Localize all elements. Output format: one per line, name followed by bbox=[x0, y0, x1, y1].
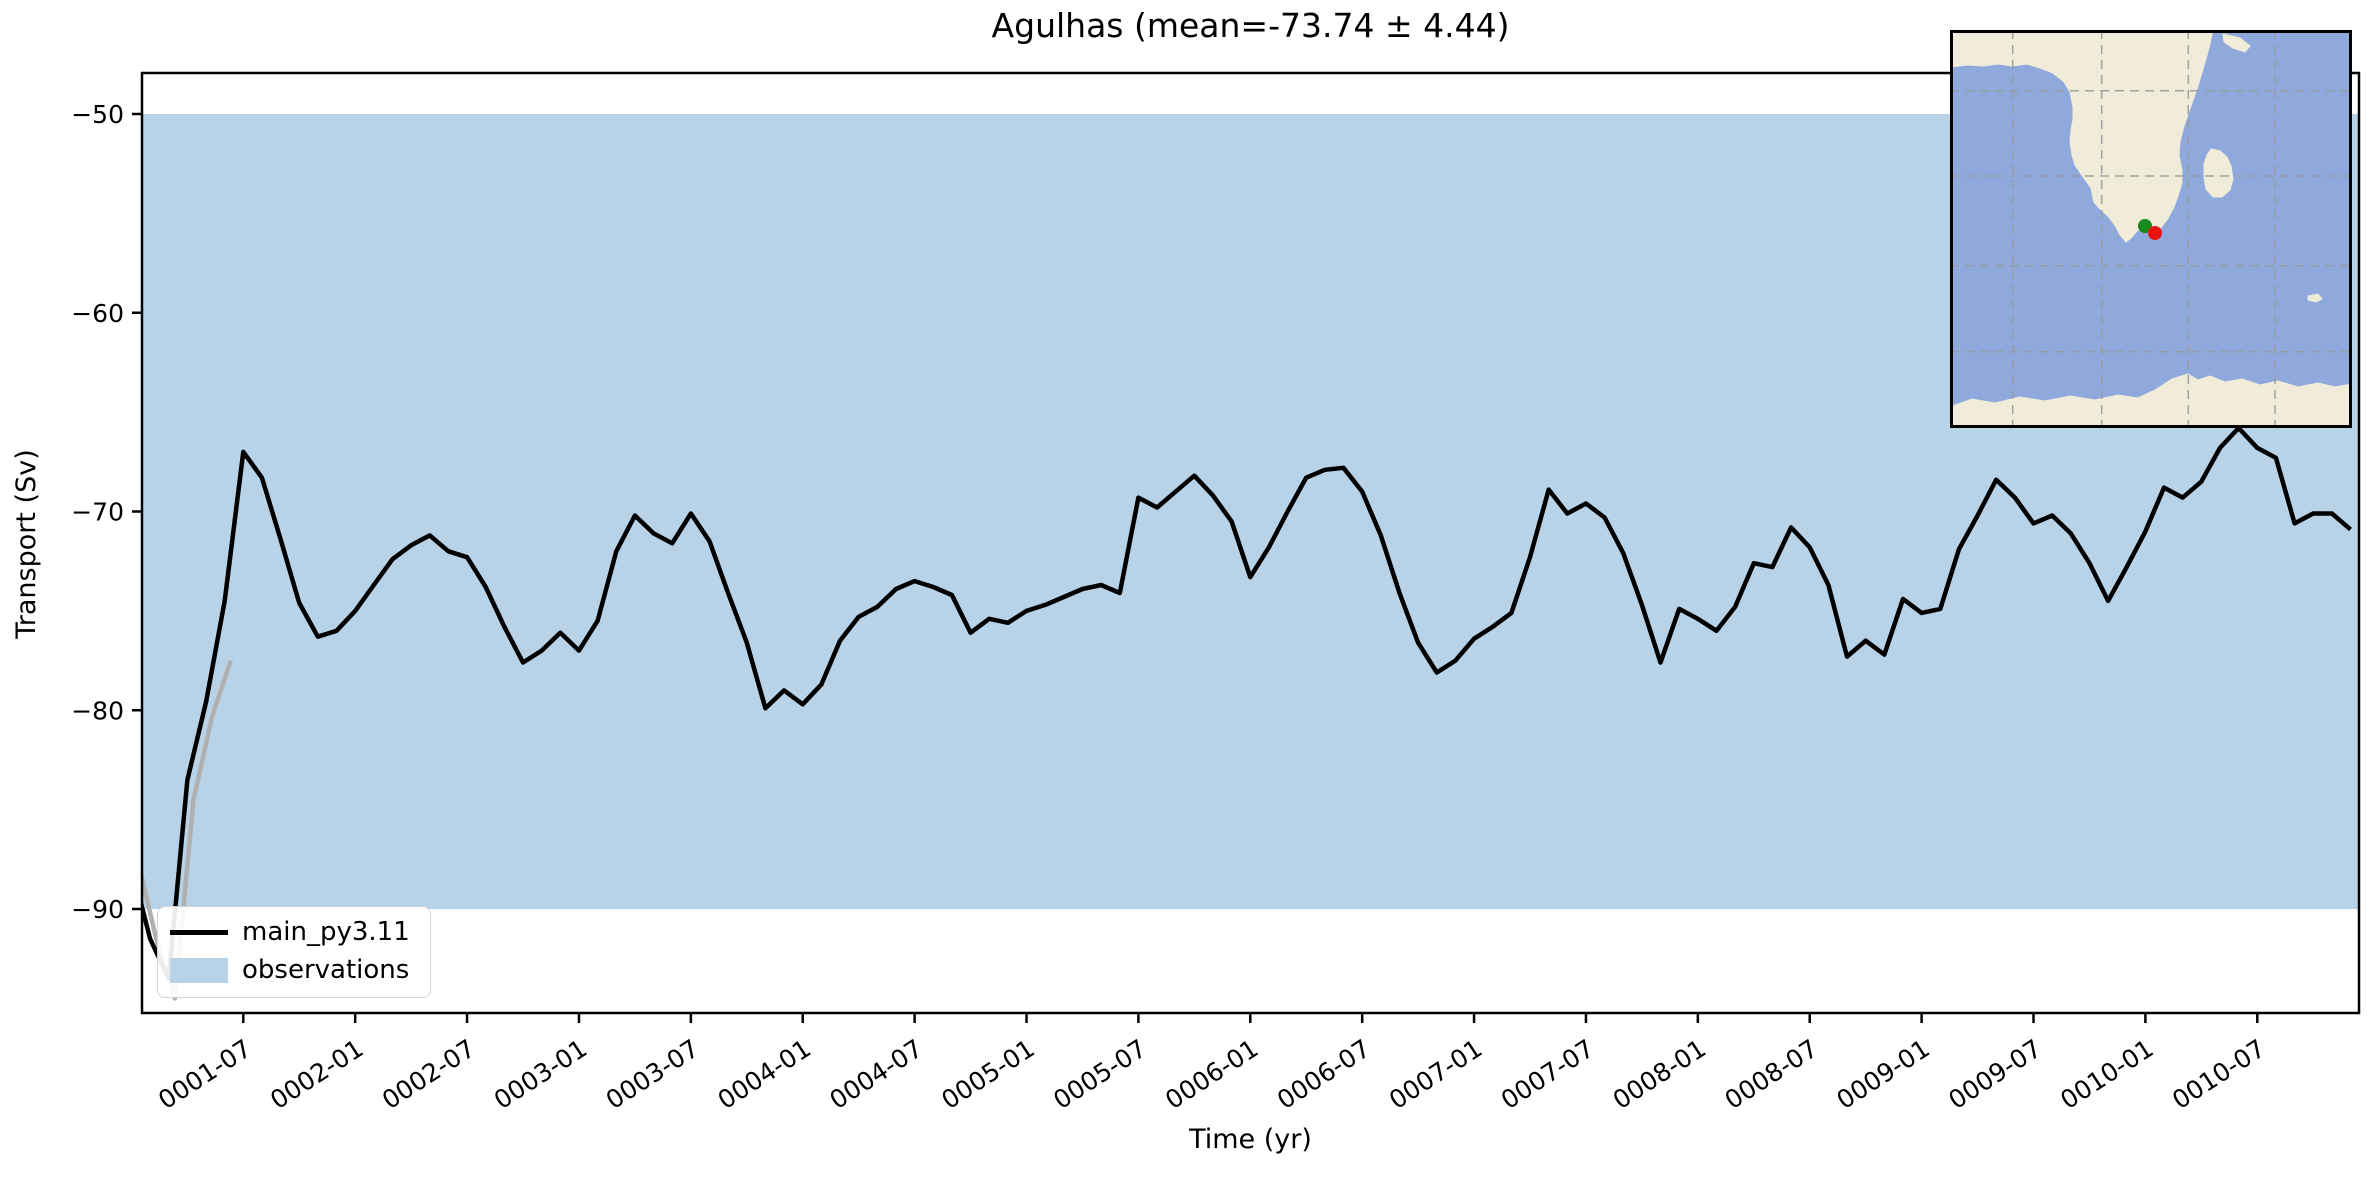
x-tick-label: 0006-07 bbox=[1272, 1034, 1375, 1115]
legend-line-label: main_py3.11 bbox=[242, 917, 410, 947]
x-tick-label: 0005-07 bbox=[1048, 1034, 1151, 1115]
map-graticule bbox=[1950, 30, 2352, 428]
map-africa-landmass bbox=[1950, 30, 2214, 243]
model-section-marker bbox=[2138, 219, 2152, 233]
map-small-island bbox=[2307, 293, 2323, 303]
legend-band-label: observations bbox=[242, 955, 410, 985]
legend-line-swatch bbox=[170, 929, 228, 935]
map-markers bbox=[2138, 219, 2162, 240]
y-tick-label: −60 bbox=[71, 299, 124, 328]
x-tick-label: 0002-07 bbox=[377, 1034, 480, 1115]
x-tick-label: 0002-01 bbox=[265, 1034, 368, 1115]
x-tick-label: 0001-07 bbox=[153, 1034, 256, 1115]
x-tick-label: 0007-07 bbox=[1496, 1034, 1599, 1115]
x-tick-label: 0005-01 bbox=[936, 1034, 1039, 1115]
legend-item-observations: observations bbox=[170, 955, 410, 985]
obs-section-marker bbox=[2148, 226, 2162, 240]
legend-band-swatch bbox=[170, 957, 228, 983]
chart-title: Agulhas (mean=-73.74 ± 4.44) bbox=[991, 6, 1510, 45]
main-series-line bbox=[142, 425, 2352, 981]
map-coastal-blob bbox=[2222, 33, 2251, 53]
x-tick-label: 0004-07 bbox=[824, 1034, 927, 1115]
y-tick-label: −90 bbox=[71, 895, 124, 924]
x-tick-label: 0004-01 bbox=[713, 1034, 816, 1115]
legend: main_py3.11 observations bbox=[157, 906, 431, 998]
x-tick-label: 0003-01 bbox=[489, 1034, 592, 1115]
x-tick-label: 0006-01 bbox=[1160, 1034, 1263, 1115]
map-madagascar bbox=[2203, 148, 2234, 198]
x-tick-label: 0008-01 bbox=[1608, 1034, 1711, 1115]
ghost-line bbox=[142, 659, 233, 1001]
map-antarctica bbox=[1950, 373, 2352, 428]
y-tick-label: −50 bbox=[71, 100, 124, 129]
map-border bbox=[1950, 30, 2352, 428]
x-axis-label: Time (yr) bbox=[1189, 1124, 1312, 1155]
y-tick-label: −80 bbox=[71, 696, 124, 725]
x-tick-label: 0010-01 bbox=[2055, 1034, 2158, 1115]
x-tick-label: 0009-01 bbox=[1831, 1034, 1934, 1115]
x-tick-label: 0010-07 bbox=[2167, 1034, 2270, 1115]
x-tick-label: 0008-07 bbox=[1720, 1034, 1823, 1115]
x-tick-label: 0009-07 bbox=[1943, 1034, 2046, 1115]
inset-location-map bbox=[1950, 30, 2352, 428]
x-tick-label: 0007-01 bbox=[1384, 1034, 1487, 1115]
y-tick-label: −70 bbox=[71, 498, 124, 527]
x-tick-label: 0003-07 bbox=[601, 1034, 704, 1115]
y-axis-label: Transport (Sv) bbox=[11, 449, 42, 639]
legend-item-main-line: main_py3.11 bbox=[170, 917, 410, 947]
